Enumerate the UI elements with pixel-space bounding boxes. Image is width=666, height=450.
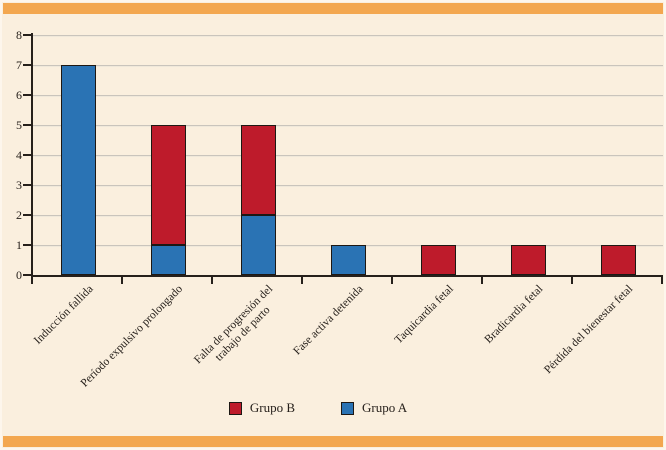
gridline-y8: [33, 35, 663, 36]
y-tick-label-5: 5: [16, 118, 22, 132]
y-axis-tick-4: [23, 154, 31, 156]
bottom-accent-bar: [3, 436, 663, 447]
top-accent-bar: [3, 3, 663, 14]
y-tick-label-0: 0: [16, 268, 22, 282]
gridline-y5: [33, 125, 663, 126]
x-axis-tick-1: [121, 277, 123, 284]
x-category-label: Falta de progresión del trabajo de parto: [192, 283, 276, 367]
x-axis-tick-3: [301, 277, 303, 284]
y-tick-label-4: 4: [16, 148, 22, 162]
gridline-y3: [33, 185, 663, 186]
x-axis-line: [31, 275, 663, 277]
bar-segment-grupo-a: [330, 245, 366, 275]
gridline-y4: [33, 155, 663, 156]
y-axis-tick-8: [23, 34, 31, 36]
bar-segment-grupo-b: [240, 125, 276, 215]
legend-swatch-grupo-a: [341, 401, 354, 415]
chart-legend: Grupo B Grupo A: [2, 400, 649, 415]
x-axis-tick-5: [481, 277, 483, 284]
y-tick-label-1: 1: [16, 238, 22, 252]
bar-segment-grupo-a: [150, 245, 186, 275]
gridline-y7: [33, 65, 663, 66]
x-axis-tick-2: [211, 277, 213, 284]
x-axis-tick-6: [571, 277, 573, 284]
x-axis-tick-0: [31, 277, 33, 284]
x-axis-tick-7: [661, 277, 663, 284]
x-category-label: Inducción fallida: [31, 283, 96, 347]
bar-segment-grupo-a: [240, 215, 276, 275]
x-category-label: Pérdida del bienestar fetal: [542, 283, 636, 377]
legend-swatch-grupo-b: [228, 401, 242, 415]
legend-item-grupo-a: Grupo A: [341, 401, 407, 415]
y-axis-tick-6: [23, 94, 31, 96]
x-category-label: Bradicardia fetal: [482, 283, 546, 346]
y-tick-label-2: 2: [16, 208, 22, 222]
x-category-label: Taquicardia fetal: [392, 283, 456, 347]
x-axis-tick-4: [391, 277, 393, 284]
y-tick-label-3: 3: [16, 178, 22, 192]
bar-segment-grupo-b: [510, 245, 546, 275]
legend-label: Grupo A: [362, 400, 408, 415]
bar-segment-grupo-b: [420, 245, 456, 275]
bar-segment-grupo-a: [60, 65, 96, 275]
gridline-y2: [33, 215, 663, 216]
y-axis-tick-1: [23, 244, 31, 246]
y-axis-tick-2: [23, 214, 31, 216]
y-axis-tick-5: [23, 124, 31, 126]
bar-segment-grupo-b: [150, 125, 186, 245]
y-tick-label-8: 8: [16, 28, 22, 42]
y-tick-label-7: 7: [16, 58, 22, 72]
y-axis-tick-3: [23, 184, 31, 186]
legend-item-grupo-b: Grupo B: [228, 400, 295, 415]
bar-segment-grupo-b: [600, 245, 636, 275]
y-axis-tick-0: [23, 274, 31, 276]
y-axis-tick-7: [23, 64, 31, 66]
legend-label: Grupo B: [249, 400, 295, 415]
y-tick-label-6: 6: [16, 88, 22, 102]
x-category-label: Fase activa detenida: [291, 283, 366, 358]
x-category-label: Período expulsivo prolongado: [78, 283, 186, 390]
gridline-y6: [33, 95, 663, 96]
y-axis-line: [31, 33, 33, 277]
